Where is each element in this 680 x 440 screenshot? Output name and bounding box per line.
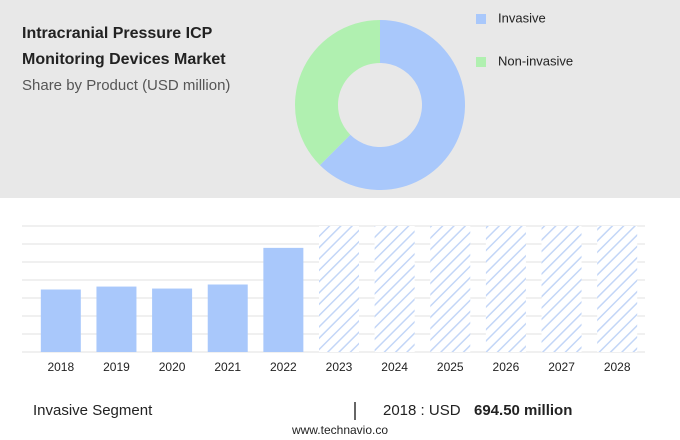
- x-tick-label: 2022: [270, 360, 297, 374]
- segment-label: Invasive Segment: [33, 402, 153, 419]
- x-tick-label: 2027: [548, 360, 575, 374]
- bar: [263, 247, 304, 352]
- x-tick-label: 2021: [214, 360, 241, 374]
- forecast-placeholder: [597, 226, 638, 352]
- legend-label: Invasive: [498, 10, 546, 25]
- forecast-placeholder: [485, 226, 526, 352]
- legend-label: Non-invasive: [498, 53, 573, 68]
- legend-swatch: [476, 14, 486, 24]
- bar: [207, 284, 248, 352]
- legend-swatch: [476, 57, 486, 67]
- subtitle: Share by Product (USD million): [22, 77, 230, 94]
- year-unit: 2018 : USD: [383, 402, 461, 419]
- forecast-placeholder: [319, 226, 359, 352]
- x-tick-label: 2024: [381, 360, 408, 374]
- forecast-placeholder: [430, 226, 471, 352]
- forecast-placeholder: [541, 226, 582, 352]
- x-tick-label: 2028: [604, 360, 631, 374]
- x-tick-label: 2018: [47, 360, 74, 374]
- forecast-placeholder: [374, 226, 415, 352]
- x-tick-label: 2025: [437, 360, 464, 374]
- x-tick-label: 2023: [326, 360, 353, 374]
- title-line: Intracranial Pressure ICP: [22, 25, 213, 42]
- value-label: 694.50 million: [474, 402, 572, 419]
- donut-slice: [319, 20, 465, 191]
- x-tick-label: 2019: [103, 360, 130, 374]
- title-line: Monitoring Devices Market: [22, 51, 226, 68]
- bar: [96, 286, 137, 352]
- x-tick-label: 2026: [493, 360, 520, 374]
- bar: [152, 288, 193, 352]
- donut-slice: [294, 20, 380, 166]
- source: www.technavio.co: [291, 423, 388, 437]
- x-tick-label: 2020: [159, 360, 186, 374]
- bar: [40, 289, 81, 352]
